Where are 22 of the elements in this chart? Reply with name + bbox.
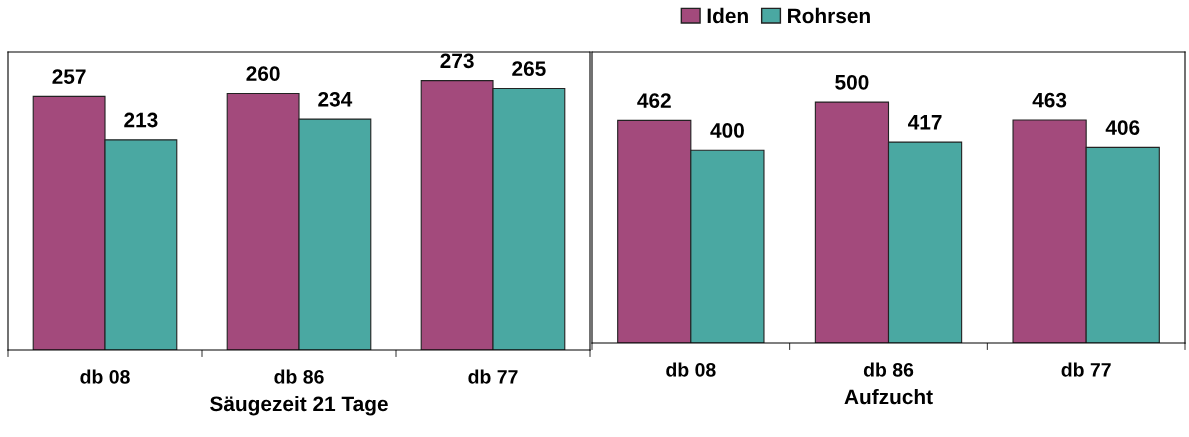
legend-label: Iden [707,7,748,24]
data-label: 260 [246,66,280,81]
legend-label: Rohrsen [788,7,870,24]
data-label: 463 [1032,92,1067,108]
x-axis-title: Säugezeit 21 Tage [210,395,388,416]
x-tick-label: db 86 [863,362,914,377]
data-label: 213 [124,112,158,128]
x-tick-label: db 77 [468,369,518,384]
x-axis-title: Aufzucht [844,388,933,405]
data-label: 500 [835,74,869,90]
data-label: 257 [52,69,86,84]
x-tick-label: db 77 [1061,362,1111,377]
data-label: 417 [908,115,942,130]
x-tick-label: db 08 [666,362,716,377]
data-label: 234 [318,91,353,107]
x-tick-label: db 08 [80,369,130,384]
x-tick-label: db 86 [274,369,324,384]
data-label: 406 [1105,120,1140,135]
data-label: 462 [637,93,671,108]
data-label: 400 [710,123,744,138]
data-label: 273 [440,53,474,69]
data-label: 265 [512,61,546,77]
